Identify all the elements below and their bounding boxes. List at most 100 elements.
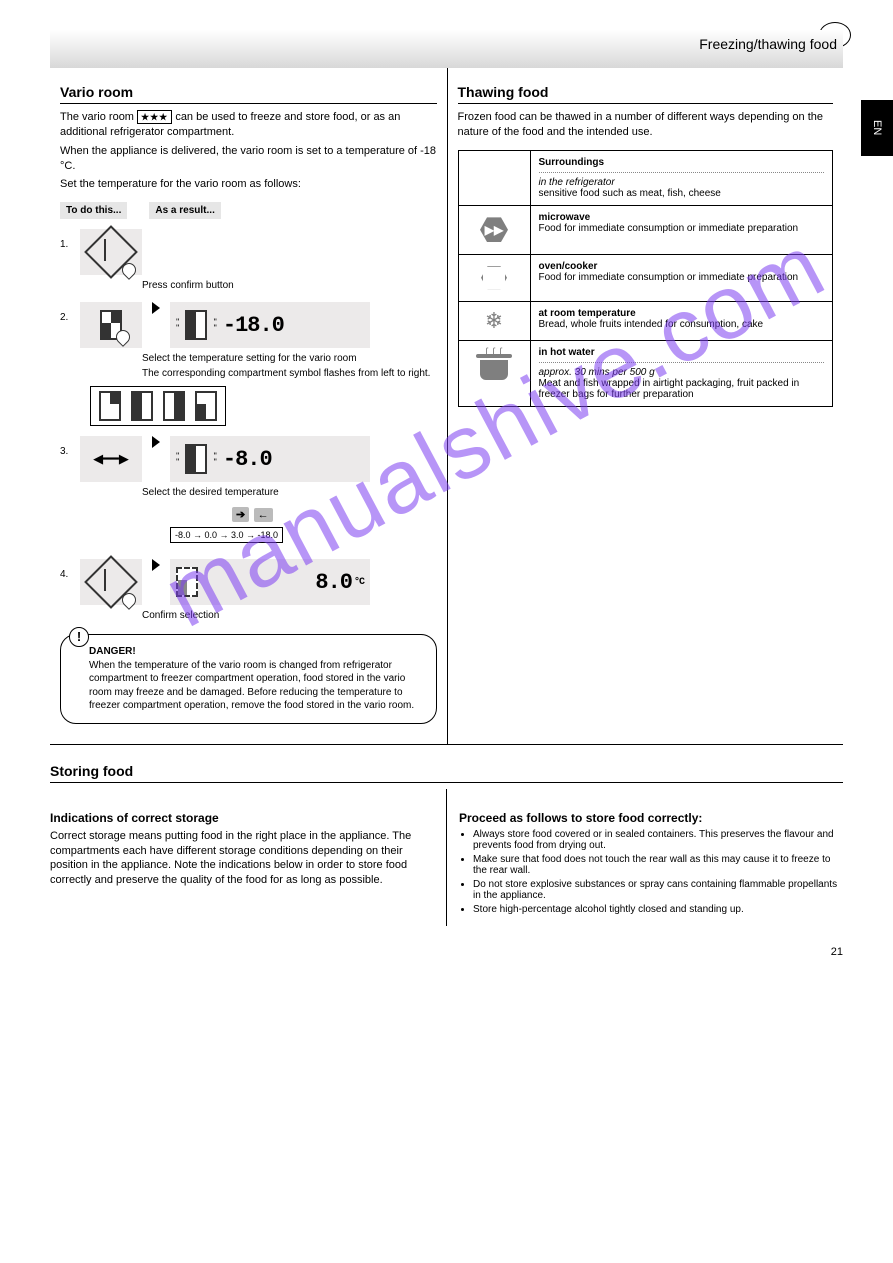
thawing-intro: Frozen food can be thawed in a number of… xyxy=(458,110,834,140)
step-1-num: 1. xyxy=(60,229,72,250)
thaw-sub-0: in the refrigerator xyxy=(539,177,615,188)
page-number: 21 xyxy=(50,946,843,958)
flash-marks-icon: '''' xyxy=(176,453,179,466)
vario-para1: The vario room ★★★ can be used to freeze… xyxy=(60,110,437,140)
steps-col-1: To do this... xyxy=(60,202,127,219)
step-3-desc: Select the desired temperature xyxy=(142,486,437,499)
step-2-num: 2. xyxy=(60,302,72,323)
select-compartment-icon xyxy=(80,302,142,348)
thaw-cell: oven/cooker Food for immediate consumpti… xyxy=(530,254,833,301)
thaw-text-2: Food for immediate consumption or immedi… xyxy=(539,272,825,283)
right-column: Thawing food Frozen food can be thawed i… xyxy=(447,68,844,744)
storing-columns: Indications of correct storage Correct s… xyxy=(50,789,843,926)
fridge-mode-icon xyxy=(195,391,217,421)
storing-left-title: Indications of correct storage xyxy=(50,811,434,825)
compartment-mode-icons xyxy=(90,386,226,426)
storing-right-title: Proceed as follows to store food correct… xyxy=(459,811,843,825)
table-row: ʃ ʃ ʃ in hot water approx. 30 mins per 5… xyxy=(458,340,833,406)
left-column: Vario room The vario room ★★★ can be use… xyxy=(50,68,447,744)
vario-para3: Set the temperature for the vario room a… xyxy=(60,177,437,192)
steps-header: To do this... As a result... xyxy=(60,202,437,219)
fridge-mode-icon xyxy=(131,391,153,421)
list-item: Make sure that food does not touch the r… xyxy=(473,854,843,876)
thaw-cell: at room temperature Bread, whole fruits … xyxy=(530,301,833,340)
step-4-desc: Confirm selection xyxy=(142,609,437,622)
storing-title: Storing food xyxy=(50,763,843,783)
arrow-buttons-icon: ◀━━▶ xyxy=(80,436,142,482)
step-4-num: 4. xyxy=(60,559,72,580)
steps-col-2: As a result... xyxy=(149,202,220,219)
vario-para1-a: The vario room xyxy=(60,111,137,123)
microwave-icon-cell: ▶▶ xyxy=(458,205,530,254)
arrow-icon xyxy=(152,436,160,448)
vario-room-title: Vario room xyxy=(60,84,437,104)
step-4-result: 8.0 °C xyxy=(170,559,370,605)
thaw-cell: Surroundings in the refrigerator sensiti… xyxy=(530,150,833,205)
table-row: ❄ at room temperature Bread, whole fruit… xyxy=(458,301,833,340)
right-arrow-icon: ➔ xyxy=(232,507,249,522)
oven-icon-cell xyxy=(458,254,530,301)
thaw-cell: microwave Food for immediate consumption… xyxy=(530,205,833,254)
display-temp-3-value: 8.0 xyxy=(315,570,352,595)
warning-box: ! DANGER! When the temperature of the va… xyxy=(60,634,437,724)
thaw-header-0: Surroundings xyxy=(539,157,605,168)
thaw-cell: in hot water approx. 30 mins per 500 g M… xyxy=(530,340,833,406)
thaw-text-0: sensitive food such as meat, fish, chees… xyxy=(539,188,825,199)
hot-water-icon-cell: ʃ ʃ ʃ xyxy=(458,340,530,406)
thaw-text-1: Food for immediate consumption or immedi… xyxy=(539,223,825,234)
display-temp-3: 8.0 °C xyxy=(315,570,364,595)
header-gradient: Freezing/thawing food xyxy=(50,30,843,68)
step-2-desc-a: Select the temperature setting for the v… xyxy=(142,352,437,365)
step-2-result: '''' '''' -18.0 xyxy=(170,302,370,348)
arrow-icon xyxy=(152,302,160,314)
left-arrow-icon: ← xyxy=(254,508,273,522)
thaw-header-4: in hot water xyxy=(539,347,595,358)
storing-left: Indications of correct storage Correct s… xyxy=(50,789,446,926)
confirm-button-icon xyxy=(80,559,142,605)
list-item: Store high-percentage alcohol tightly cl… xyxy=(473,904,843,915)
fridge-mode-icon xyxy=(163,391,185,421)
thaw-header-2: oven/cooker xyxy=(539,261,598,272)
step-3: 3. ◀━━▶ '''' '''' -8.0 xyxy=(60,436,437,482)
storing-right: Proceed as follows to store food correct… xyxy=(446,789,843,926)
list-item: Do not store explosive substances or spr… xyxy=(473,879,843,901)
display-temp-2: -8.0 xyxy=(223,447,272,472)
temp-sequence: -8.0 → 0.0 → 3.0 → -18.0 xyxy=(170,527,283,543)
thaw-header-3: at room temperature xyxy=(539,308,636,319)
warning-icon: ! xyxy=(69,627,89,647)
warning-title: DANGER! xyxy=(89,646,136,657)
flash-marks-icon: '''' xyxy=(213,453,216,466)
hexagon-icon xyxy=(481,265,507,291)
display-temp-1-value: -18.0 xyxy=(223,313,284,338)
step-1-desc: Press confirm button xyxy=(142,279,437,292)
side-language-tab: EN xyxy=(861,100,893,156)
thaw-header-1: microwave xyxy=(539,212,591,223)
arrow-icon xyxy=(152,559,160,571)
warning-text: When the temperature of the vario room i… xyxy=(89,660,414,712)
thawing-table: Surroundings in the refrigerator sensiti… xyxy=(458,150,834,407)
room-temp-icon-cell: ❄ xyxy=(458,301,530,340)
snowflake-icon: ❄ xyxy=(467,308,522,334)
flash-marks-icon: '''' xyxy=(176,319,179,332)
fridge-mode-icon xyxy=(99,391,121,421)
fridge-symbol-icon xyxy=(185,444,207,474)
header-category: Freezing/thawing food xyxy=(699,36,837,52)
pot-icon xyxy=(480,360,508,380)
step-4: 4. 8.0 °C xyxy=(60,559,437,605)
display-temp-2-value: -8.0 xyxy=(223,447,272,472)
table-row: oven/cooker Food for immediate consumpti… xyxy=(458,254,833,301)
fridge-dashed-icon xyxy=(176,567,198,597)
vario-para2: When the appliance is delivered, the var… xyxy=(60,144,437,174)
step-2: 2. '''' '''' -18.0 xyxy=(60,302,437,348)
temp-unit: °C xyxy=(354,577,364,588)
fridge-symbol-icon xyxy=(185,310,207,340)
step-2-desc-b: The corresponding compartment symbol fla… xyxy=(142,367,437,380)
list-item: Always store food covered or in sealed c… xyxy=(473,829,843,851)
step-3-result: '''' '''' -8.0 xyxy=(170,436,370,482)
display-temp-1: -18.0 xyxy=(223,313,284,338)
blank-cell xyxy=(458,150,530,205)
storing-bullets: Always store food covered or in sealed c… xyxy=(459,829,843,915)
thaw-sub-4: approx. 30 mins per 500 g xyxy=(539,367,655,378)
thaw-text-4: Meat and fish wrapped in airtight packag… xyxy=(539,378,825,400)
step-1: 1. xyxy=(60,229,437,275)
